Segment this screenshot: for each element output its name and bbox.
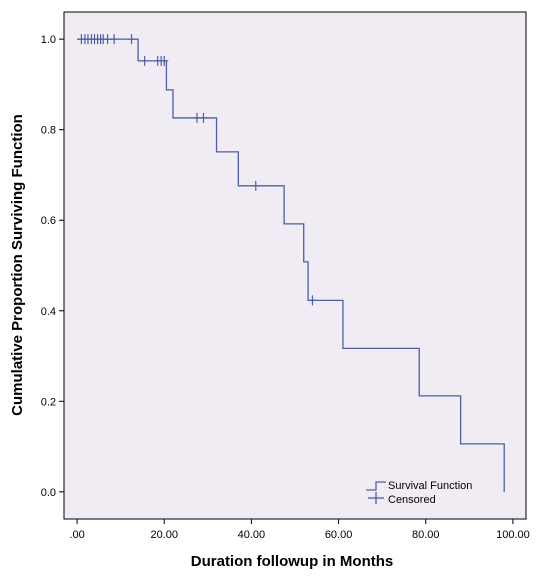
legend: Survival Function Censored (366, 480, 472, 506)
legend-censored-symbol (368, 492, 384, 504)
x-axis-title: Duration followup in Months (191, 553, 393, 570)
survival-function-line (77, 38, 505, 492)
x-tick-label: 20.00 (150, 529, 178, 541)
x-tick-label: 60.00 (325, 529, 353, 541)
censored-marker (251, 180, 260, 191)
legend-survival-symbol (366, 481, 386, 491)
y-tick-label: 0.8 (41, 125, 56, 137)
x-tick-label: 80.00 (412, 529, 440, 541)
legend-survival-label: Survival Function (388, 480, 472, 492)
x-tick-label: .00 (69, 529, 84, 541)
y-tick-label: 0.2 (41, 396, 56, 408)
censored-marker (127, 34, 136, 45)
censored-marker (160, 55, 169, 66)
y-tick-label: 0.0 (41, 487, 56, 499)
censored-marker (199, 112, 208, 123)
plot-background (63, 11, 527, 520)
y-axis-title: Cumulative Proportion Surviving Function (9, 114, 26, 416)
x-tick-label: 40.00 (238, 529, 266, 541)
censored-marker (308, 295, 317, 306)
y-tick-label: 1.0 (41, 34, 56, 46)
legend-censored-label: Censored (388, 494, 436, 506)
y-axis-ticks: 0.0 0.2 0.4 0.6 0.8 1.0 (41, 34, 64, 499)
censored-marker (110, 34, 119, 45)
censored-marker (140, 55, 149, 66)
y-tick-label: 0.4 (41, 306, 56, 318)
y-tick-label: 0.6 (41, 215, 56, 227)
x-axis-ticks: .00 20.00 40.00 60.00 80.00 100.00 (69, 519, 530, 541)
x-tick-label: 100.00 (496, 529, 530, 541)
series-layer (77, 34, 505, 492)
